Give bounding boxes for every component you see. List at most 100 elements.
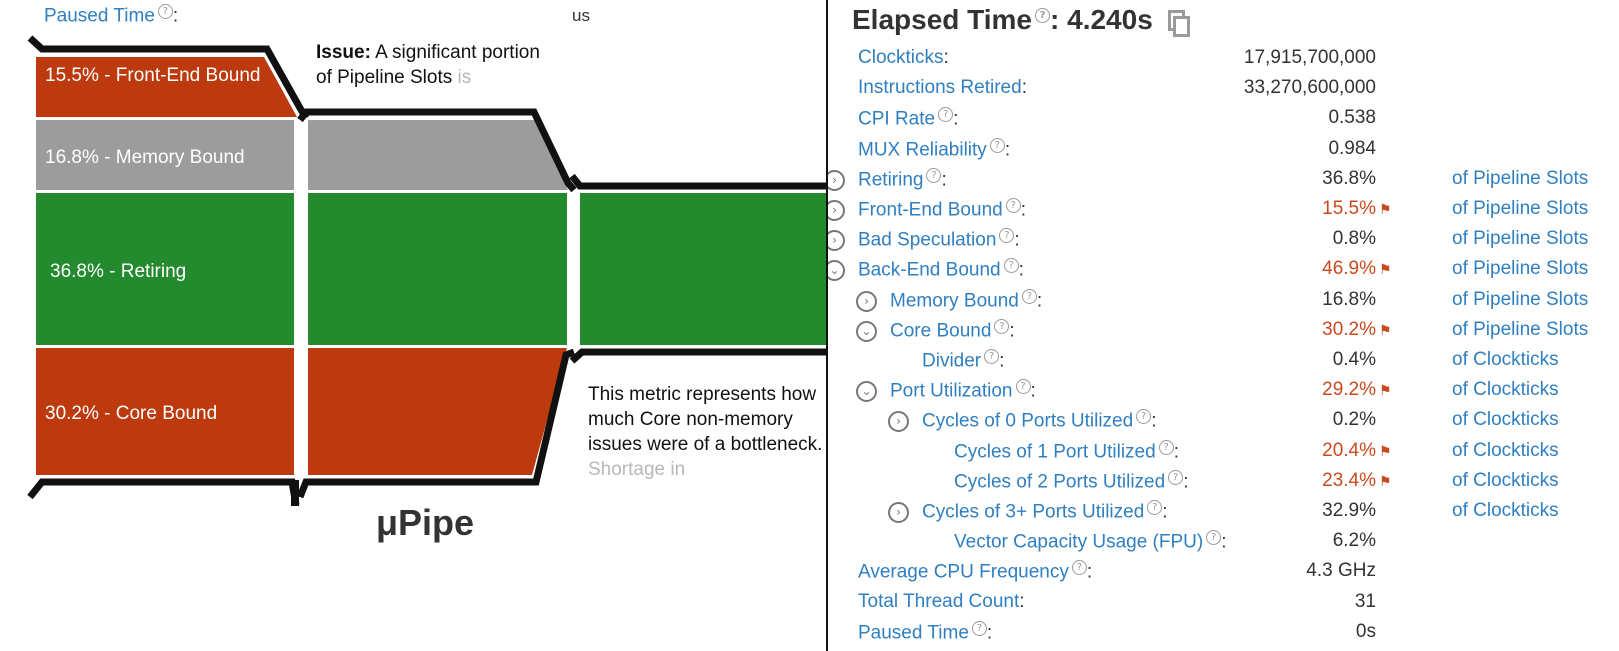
- metric-unit-link[interactable]: of Clockticks: [1452, 349, 1559, 370]
- metric-name-text[interactable]: Divider: [922, 350, 982, 372]
- memory-bound-label[interactable]: 16.8% - Memory Bound: [45, 147, 245, 168]
- help-icon[interactable]: ?: [1005, 198, 1021, 213]
- metric-name-text[interactable]: MUX Reliability: [858, 138, 987, 160]
- collapse-icon[interactable]: ⌄: [828, 260, 845, 282]
- expand-icon[interactable]: ›: [828, 169, 845, 191]
- retiring-block[interactable]: [36, 193, 294, 345]
- metric-name[interactable]: Average CPU Frequency?:: [858, 560, 1092, 583]
- metric-row: › Bad Speculation?: 0.8% of Pipeline Slots: [828, 225, 1619, 255]
- metric-name-text[interactable]: Cycles of 3+ Ports Utilized: [922, 501, 1145, 523]
- metric-name-text[interactable]: Core Bound: [890, 320, 992, 342]
- help-icon[interactable]: ?: [1021, 288, 1037, 304]
- expand-icon[interactable]: ›: [828, 230, 845, 252]
- metric-name[interactable]: Back-End Bound?:: [858, 258, 1024, 281]
- help-icon[interactable]: ?: [989, 137, 1005, 153]
- metric-name-text[interactable]: Total Thread Count: [858, 590, 1020, 612]
- metric-name[interactable]: Paused Time?:: [858, 620, 992, 644]
- metric-unit-link[interactable]: of Pipeline Slots: [1452, 167, 1589, 189]
- metric-name[interactable]: Cycles of 3+ Ports Utilized?:: [922, 500, 1168, 523]
- front-end-bound-label[interactable]: 15.5% - Front-End Bound: [45, 65, 261, 86]
- help-icon[interactable]: ?: [994, 318, 1010, 334]
- metric-name[interactable]: Clockticks:: [858, 47, 949, 69]
- metric-name-text[interactable]: Port Utilization: [890, 380, 1013, 402]
- help-icon[interactable]: ?: [984, 349, 1000, 364]
- metric-name-text[interactable]: Clockticks: [858, 47, 944, 68]
- help-icon[interactable]: ?: [938, 107, 954, 123]
- metric-unit-link[interactable]: of Pipeline Slots: [1452, 198, 1589, 219]
- metric-unit-link[interactable]: of Clockticks: [1452, 379, 1559, 401]
- colon: :: [1036, 289, 1043, 311]
- help-icon[interactable]: ?: [1015, 379, 1031, 395]
- help-icon[interactable]: ?: [1136, 409, 1152, 425]
- metric-name[interactable]: Core Bound?:: [890, 318, 1015, 342]
- metric-value: 0.4%: [1333, 349, 1376, 371]
- metric-unit-link[interactable]: of Pipeline Slots: [1452, 318, 1589, 340]
- help-icon[interactable]: ?: [1035, 8, 1051, 23]
- metric-name[interactable]: Total Thread Count:: [858, 591, 1025, 613]
- metric-unit-link[interactable]: of Clockticks: [1452, 439, 1559, 461]
- help-icon[interactable]: ?: [1158, 439, 1174, 455]
- help-icon[interactable]: ?: [1206, 530, 1222, 546]
- metric-name-text[interactable]: Retiring: [858, 169, 924, 191]
- help-icon[interactable]: ?: [1071, 560, 1087, 576]
- help-icon[interactable]: ?: [999, 228, 1015, 244]
- metric-name-text[interactable]: Bad Speculation: [858, 229, 997, 251]
- metric-name-text[interactable]: Cycles of 2 Ports Utilized: [954, 471, 1166, 493]
- expand-icon[interactable]: ›: [828, 200, 845, 221]
- metric-name-text[interactable]: Average CPU Frequency: [858, 561, 1069, 583]
- metric-unit-link[interactable]: of Pipeline Slots: [1452, 258, 1589, 280]
- metric-unit-link[interactable]: of Clockticks: [1452, 469, 1559, 491]
- metric-unit-link[interactable]: of Clockticks: [1452, 409, 1559, 431]
- panel-divider[interactable]: [826, 0, 828, 651]
- paused-time-label-top[interactable]: Paused Time?:: [44, 4, 178, 27]
- metric-name[interactable]: Port Utilization?:: [890, 379, 1036, 402]
- metric-name[interactable]: Memory Bound?:: [890, 288, 1043, 312]
- collapse-icon[interactable]: ⌄: [856, 320, 877, 342]
- help-icon[interactable]: ?: [1147, 500, 1163, 515]
- expand-icon[interactable]: ›: [856, 290, 877, 312]
- help-icon[interactable]: ?: [157, 4, 173, 19]
- metric-name[interactable]: Cycles of 2 Ports Utilized?:: [954, 469, 1188, 493]
- core-bound-label[interactable]: 30.2% - Core Bound: [45, 403, 218, 424]
- metric-name-text[interactable]: Paused Time: [858, 622, 969, 644]
- metric-name-text[interactable]: Instructions Retired: [858, 77, 1022, 99]
- metric-name-text[interactable]: Vector Capacity Usage (FPU): [954, 531, 1204, 553]
- metric-name[interactable]: MUX Reliability?:: [858, 137, 1010, 161]
- metric-name-text[interactable]: Memory Bound: [890, 289, 1019, 311]
- metric-description: This metric represents how much Core non…: [588, 382, 826, 482]
- colon: :: [1019, 590, 1025, 612]
- metric-name[interactable]: Cycles of 1 Port Utilized?:: [954, 439, 1179, 463]
- memory-bound-block[interactable]: [36, 120, 294, 190]
- metric-name[interactable]: CPI Rate?:: [858, 107, 958, 130]
- metric-value: 0.984: [1328, 138, 1376, 160]
- collapse-icon[interactable]: ⌄: [856, 381, 877, 403]
- paused-time-label-text[interactable]: Paused Time: [44, 5, 155, 27]
- retiring-label[interactable]: 36.8% - Retiring: [50, 261, 187, 282]
- help-icon[interactable]: ?: [926, 167, 942, 183]
- expand-icon[interactable]: ›: [888, 502, 909, 523]
- metric-unit-link[interactable]: of Clockticks: [1452, 500, 1559, 521]
- metric-name-text[interactable]: CPI Rate: [858, 108, 936, 130]
- metric-unit-link[interactable]: of Pipeline Slots: [1452, 288, 1589, 310]
- metric-name[interactable]: Divider?:: [922, 349, 1004, 372]
- metric-name[interactable]: Cycles of 0 Ports Utilized?:: [922, 409, 1156, 432]
- metric-name[interactable]: Front-End Bound?:: [858, 198, 1026, 221]
- metric-name[interactable]: Retiring?:: [858, 167, 947, 191]
- metric-value: 23.4% ⚑: [1322, 470, 1391, 492]
- metric-name-text[interactable]: Cycles of 1 Port Utilized: [954, 440, 1156, 462]
- front-end-bound-block[interactable]: [36, 57, 297, 117]
- metric-name-text[interactable]: Front-End Bound: [858, 199, 1003, 221]
- expand-icon[interactable]: ›: [888, 411, 909, 433]
- metric-unit-link[interactable]: of Pipeline Slots: [1452, 228, 1589, 250]
- metric-name-text[interactable]: Cycles of 0 Ports Utilized: [922, 410, 1134, 432]
- help-icon[interactable]: ?: [1168, 469, 1184, 485]
- metric-name-text[interactable]: Back-End Bound: [858, 259, 1001, 281]
- metric-name[interactable]: Instructions Retired:: [858, 77, 1027, 99]
- copy-icon[interactable]: [1167, 9, 1190, 37]
- help-icon[interactable]: ?: [971, 620, 987, 636]
- core-bound-block[interactable]: [36, 348, 294, 475]
- metric-name[interactable]: Vector Capacity Usage (FPU)?:: [954, 530, 1226, 553]
- help-icon[interactable]: ?: [1003, 258, 1019, 274]
- paused-time-value-fragment: us: [572, 6, 590, 25]
- metric-name[interactable]: Bad Speculation?:: [858, 228, 1020, 251]
